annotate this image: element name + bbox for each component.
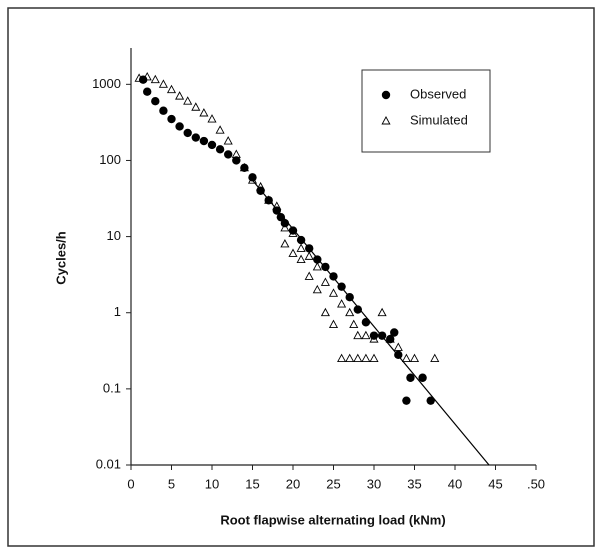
x-tick-label: 5 — [168, 476, 175, 491]
point — [361, 330, 371, 340]
point — [337, 353, 347, 363]
y-tick-label: 1000 — [92, 76, 121, 91]
y-axis-label: Cycles/h — [53, 231, 68, 285]
legend-box — [361, 69, 491, 153]
frame — [7, 7, 595, 547]
point — [191, 102, 201, 111]
point — [199, 136, 209, 146]
point — [369, 334, 379, 343]
x-tick-label: 35 — [407, 476, 421, 491]
point — [418, 373, 427, 382]
point — [385, 334, 395, 343]
point — [304, 271, 314, 280]
x-tick-label: 25 — [326, 476, 340, 491]
point — [191, 133, 200, 142]
point — [377, 307, 387, 317]
legend-label: Observed — [410, 86, 466, 101]
point — [304, 251, 314, 260]
point — [312, 261, 322, 271]
point — [393, 342, 403, 351]
y-tick-label: 0.1 — [103, 380, 121, 395]
point — [312, 284, 322, 294]
point — [320, 307, 330, 317]
point — [280, 222, 290, 232]
x-tick-label: .50 — [527, 476, 545, 491]
point — [240, 163, 249, 173]
point — [143, 87, 152, 96]
point — [239, 162, 249, 172]
point — [406, 373, 415, 382]
point — [296, 243, 306, 252]
y-tick-label: 1 — [114, 304, 121, 319]
point — [232, 156, 241, 165]
point — [207, 140, 217, 150]
point — [158, 79, 168, 88]
point — [345, 307, 355, 317]
x-tick-label: 30 — [367, 476, 381, 491]
point — [231, 149, 241, 158]
x-axis-label: Root flapwise alternating load (kNm) — [220, 512, 445, 527]
point — [215, 125, 225, 134]
x-tick-label: 0 — [127, 476, 134, 491]
fit-line — [252, 179, 490, 466]
point — [247, 175, 258, 184]
point — [337, 299, 347, 308]
point — [223, 136, 233, 145]
point — [150, 74, 160, 84]
point — [288, 228, 298, 237]
x-tick-label: 20 — [286, 476, 300, 491]
y-tick-label: 100 — [99, 152, 121, 167]
y-tick-label: 0.01 — [96, 456, 121, 471]
point — [264, 195, 274, 204]
point — [361, 318, 371, 327]
point — [349, 319, 359, 328]
point — [430, 353, 440, 363]
point — [402, 396, 411, 405]
point — [207, 114, 217, 123]
y-tick-label: 10 — [107, 228, 121, 243]
point — [426, 396, 435, 405]
point — [353, 353, 363, 363]
point — [280, 239, 290, 248]
point — [183, 96, 193, 105]
legend-label: Simulated — [410, 112, 468, 127]
point — [224, 150, 233, 159]
point — [328, 288, 339, 297]
point — [386, 334, 395, 344]
point — [390, 328, 399, 337]
point — [328, 319, 339, 328]
point — [175, 122, 184, 131]
point — [288, 226, 298, 235]
x-tick-label: 10 — [205, 476, 219, 491]
legend-marker — [381, 90, 391, 100]
point — [199, 108, 209, 117]
point — [361, 353, 371, 363]
point — [183, 128, 192, 138]
point — [401, 353, 411, 363]
legend-marker — [381, 116, 391, 125]
x-tick-label: 40 — [448, 476, 462, 491]
point — [134, 73, 144, 82]
point — [296, 254, 306, 263]
point — [288, 248, 298, 257]
point — [409, 353, 420, 363]
point — [142, 72, 152, 81]
point — [151, 97, 160, 106]
point — [320, 277, 330, 286]
point — [276, 212, 286, 222]
point — [353, 330, 363, 340]
point — [353, 305, 362, 314]
point — [159, 106, 168, 115]
x-tick-label: 45 — [488, 476, 502, 491]
point — [175, 91, 185, 100]
point — [167, 114, 176, 124]
point — [345, 353, 355, 363]
point — [215, 145, 225, 154]
point — [166, 84, 177, 94]
x-tick-label: 15 — [245, 476, 259, 491]
point — [369, 353, 379, 363]
